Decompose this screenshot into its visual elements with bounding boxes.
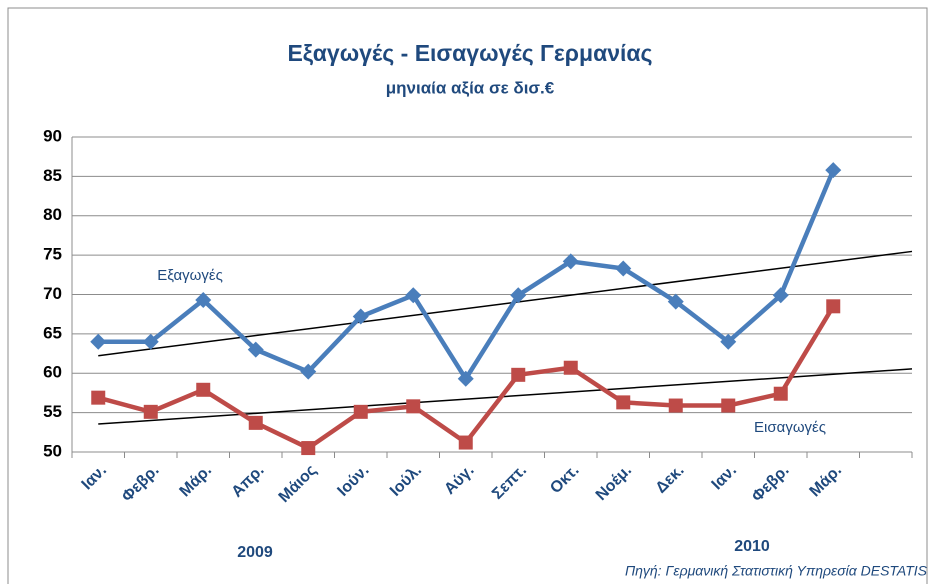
marker xyxy=(510,287,527,304)
marker xyxy=(301,441,316,456)
year-label: 2009 xyxy=(237,544,273,561)
marker xyxy=(143,404,158,419)
marker xyxy=(720,333,737,350)
trendline xyxy=(98,368,913,425)
marker xyxy=(825,162,842,179)
marker xyxy=(826,299,841,314)
marker xyxy=(511,367,526,382)
marker xyxy=(90,333,107,350)
marker xyxy=(248,415,263,430)
y-tick-label: 65 xyxy=(43,323,62,342)
marker xyxy=(352,308,369,325)
marker xyxy=(142,333,159,350)
y-tick-label: 55 xyxy=(43,402,62,421)
y-tick-label: 80 xyxy=(43,205,62,224)
marker xyxy=(772,287,789,304)
marker xyxy=(668,398,683,413)
marker xyxy=(562,253,579,270)
year-label: 2010 xyxy=(734,538,770,555)
marker xyxy=(91,390,106,405)
marker xyxy=(615,260,632,277)
marker xyxy=(405,287,422,304)
y-tick-label: 50 xyxy=(43,441,62,460)
marker xyxy=(667,293,684,310)
marker xyxy=(406,399,421,414)
marker xyxy=(457,370,474,387)
marker xyxy=(616,395,631,410)
marker xyxy=(563,360,578,375)
marker xyxy=(721,398,736,413)
marker xyxy=(458,435,473,450)
series-label: Εξαγωγές xyxy=(157,267,223,284)
y-tick-label: 90 xyxy=(43,126,62,145)
marker xyxy=(773,386,788,401)
marker xyxy=(195,292,212,309)
y-tick-label: 70 xyxy=(43,284,62,303)
y-tick-label: 60 xyxy=(43,363,62,382)
chart-subtitle: μηνιαία αξία σε δισ.€ xyxy=(386,78,555,97)
trendline xyxy=(98,250,913,357)
marker xyxy=(196,382,211,397)
y-tick-label: 75 xyxy=(43,245,62,264)
marker xyxy=(247,341,264,358)
source-note: Πηγή: Γερμανική Στατιστική Υπηρεσία DEST… xyxy=(625,563,928,579)
marker xyxy=(300,363,317,380)
series-label: Εισαγωγές xyxy=(754,419,826,436)
marker xyxy=(353,404,368,419)
chart-title: Εξαγωγές - Εισαγωγές Γερμανίας xyxy=(287,40,652,66)
y-tick-label: 85 xyxy=(43,166,62,185)
